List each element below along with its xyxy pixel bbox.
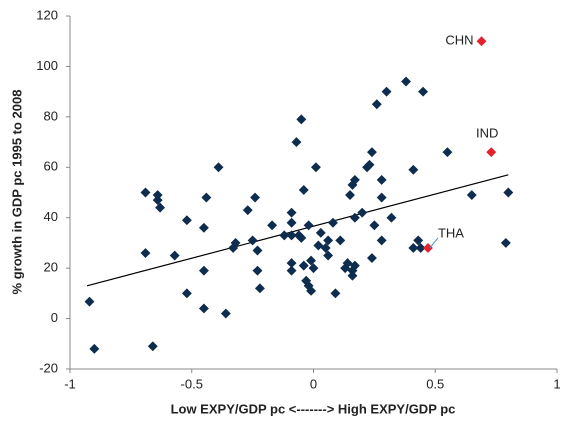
x-tick-label: 0: [310, 376, 317, 391]
point: [169, 250, 180, 261]
point: [84, 296, 95, 307]
point: [381, 86, 392, 97]
point: [415, 243, 426, 253]
point: [152, 195, 163, 206]
point: [306, 285, 317, 296]
point-label: CHN: [445, 33, 473, 48]
point: [466, 190, 477, 200]
point: [323, 235, 334, 246]
point: [376, 235, 387, 246]
point: [371, 99, 382, 110]
leader-line: [429, 237, 439, 249]
point: [250, 192, 261, 203]
point: [323, 250, 334, 261]
y-tick-label: 100: [36, 58, 58, 73]
point: [408, 164, 419, 175]
point: [296, 232, 307, 243]
y-tick-label: 0: [51, 310, 58, 325]
point: [413, 235, 424, 246]
point: [220, 308, 231, 319]
point: [315, 227, 326, 238]
x-tick-label: -0.5: [181, 376, 203, 391]
point: [364, 159, 375, 170]
point: [330, 288, 341, 299]
point: [147, 341, 158, 352]
point: [486, 147, 497, 158]
point: [267, 220, 278, 231]
point: [247, 235, 258, 246]
point: [286, 217, 297, 228]
point: [213, 162, 224, 173]
point: [422, 243, 433, 253]
point: [291, 137, 302, 148]
point: [242, 205, 253, 216]
point: [198, 265, 209, 276]
y-axis-title: % growth in GDP pc 1995 to 2008: [9, 90, 24, 295]
point: [347, 270, 358, 281]
point: [254, 283, 265, 294]
x-tick-label: -1: [64, 376, 76, 391]
point: [349, 212, 360, 223]
point: [286, 258, 297, 269]
point: [349, 260, 360, 271]
point: [252, 245, 263, 256]
x-axis-title: Low EXPY/GDP pc <-------> High EXPY/GDP …: [171, 401, 456, 416]
point: [140, 187, 151, 198]
point: [201, 192, 212, 203]
point: [286, 230, 297, 241]
point: [286, 207, 297, 218]
point: [500, 237, 511, 248]
point: [286, 265, 297, 276]
point: [328, 217, 338, 228]
y-tick-label: 40: [44, 209, 58, 224]
point: [230, 237, 241, 248]
point: [345, 190, 355, 200]
y-tick-label: -20: [39, 360, 58, 375]
point: [198, 222, 209, 233]
point: [140, 248, 151, 258]
point: [181, 288, 192, 299]
point: [298, 260, 309, 271]
point: [366, 147, 377, 158]
trendline: [86, 174, 509, 287]
point: [386, 212, 397, 223]
point-label: IND: [476, 126, 498, 141]
point: [308, 263, 319, 274]
point: [320, 243, 331, 253]
point: [155, 202, 166, 213]
point: [349, 174, 360, 185]
y-tick-label: 20: [44, 260, 58, 275]
point: [408, 243, 419, 253]
point-label: THA: [438, 225, 464, 240]
point: [303, 220, 314, 231]
y-tick-label: 60: [44, 159, 58, 174]
point: [366, 253, 377, 264]
y-tick-label: 120: [36, 7, 58, 22]
point: [152, 190, 163, 200]
point: [442, 147, 453, 158]
point: [181, 215, 192, 226]
point: [198, 303, 209, 314]
point: [335, 235, 346, 246]
point: [476, 36, 487, 47]
point: [503, 187, 514, 198]
y-tick-label: 80: [44, 108, 58, 123]
point: [89, 343, 100, 354]
point: [296, 114, 307, 125]
point: [418, 86, 429, 97]
point: [306, 255, 317, 266]
point: [376, 192, 387, 203]
point: [298, 185, 309, 195]
point: [369, 220, 380, 231]
x-tick-label: 0.5: [426, 376, 444, 391]
point: [252, 265, 263, 276]
point: [357, 207, 368, 218]
x-tick-label: 1: [553, 376, 560, 391]
point: [279, 230, 290, 241]
point: [310, 162, 321, 173]
point: [401, 76, 411, 87]
point: [376, 174, 387, 185]
